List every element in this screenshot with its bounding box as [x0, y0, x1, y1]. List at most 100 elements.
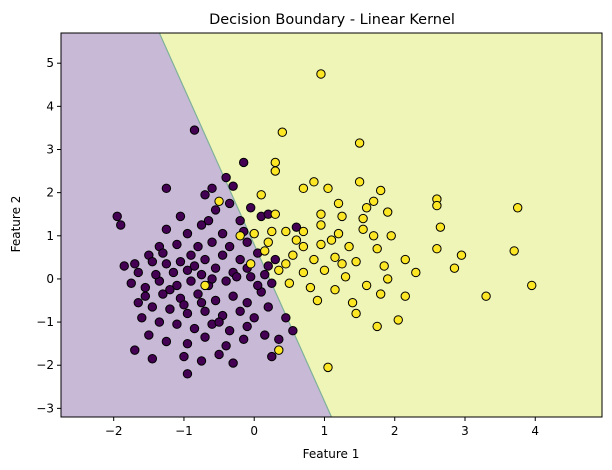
class-0-point	[221, 341, 231, 351]
class-1-point	[316, 69, 326, 79]
class-0-point	[231, 272, 242, 282]
class-0-point	[189, 261, 200, 271]
class-0-point	[207, 237, 217, 247]
class-1-point	[323, 183, 333, 194]
class-1-point	[323, 362, 333, 373]
class-0-point	[207, 183, 217, 194]
class-0-point	[182, 265, 193, 276]
class-0-point	[189, 323, 200, 334]
class-1-point	[316, 220, 326, 230]
class-0-point	[179, 351, 189, 362]
class-0-point	[158, 248, 168, 258]
class-1-point	[270, 166, 280, 176]
class-0-point	[224, 241, 235, 252]
y-axis-label: Feature 2	[9, 196, 23, 253]
class-0-point	[281, 313, 291, 323]
class-1-point	[383, 274, 393, 284]
x-tick-label: −2	[105, 424, 123, 438]
class-0-point	[140, 291, 151, 301]
class-0-point	[228, 291, 238, 301]
class-1-point	[344, 241, 354, 252]
class-0-point	[242, 321, 252, 332]
class-0-point	[172, 319, 182, 329]
class-0-point	[210, 295, 221, 306]
class-1-point	[263, 237, 273, 247]
class-0-point	[200, 306, 210, 316]
class-0-point	[147, 256, 158, 267]
class-1-point	[372, 321, 382, 332]
class-1-point	[361, 203, 372, 213]
class-0-point	[263, 302, 273, 312]
class-0-point	[253, 280, 263, 291]
class-0-point	[207, 274, 217, 284]
class-1-point	[456, 250, 467, 260]
class-0-point	[235, 215, 245, 226]
class-0-point	[161, 336, 172, 347]
class-1-point	[281, 259, 291, 269]
class-0-point	[119, 261, 129, 271]
class-1-point	[337, 211, 347, 222]
class-1-point	[361, 280, 372, 291]
class-1-point	[411, 267, 421, 278]
class-0-point	[126, 278, 136, 288]
class-1-point	[449, 263, 460, 273]
class-1-point	[309, 254, 319, 265]
class-1-point	[326, 235, 337, 245]
class-0-point	[228, 181, 238, 191]
decision-regions	[61, 32, 602, 418]
class-0-point	[270, 254, 280, 265]
class-0-point	[179, 300, 189, 310]
class-0-point	[193, 241, 203, 252]
class-1-point	[260, 246, 270, 256]
class-1-point	[270, 209, 280, 219]
class-1-point	[358, 213, 368, 224]
class-1-point	[281, 226, 291, 237]
class-1-point	[340, 272, 351, 282]
class-0-point	[249, 313, 259, 323]
class-1-point	[284, 278, 295, 288]
class-0-point	[175, 256, 186, 267]
x-axis-ticks: −2 −1 0 1 2 3 4	[105, 417, 539, 438]
class-0-point	[168, 267, 179, 278]
class-0-point	[116, 220, 126, 230]
class-1-point	[316, 239, 326, 250]
class-1-point	[298, 183, 309, 194]
class-0-point	[214, 317, 224, 327]
class-0-point	[186, 250, 196, 260]
class-1-point	[368, 196, 379, 206]
class-1-point	[393, 315, 403, 325]
class-1-point	[274, 265, 284, 276]
x-tick-label: 1	[321, 424, 329, 438]
class-1-point	[298, 226, 309, 237]
class-1-point	[256, 190, 266, 200]
class-1-point	[432, 244, 442, 254]
x-axis-label: Feature 1	[303, 447, 360, 461]
class-0-point	[144, 330, 154, 340]
class-0-point	[291, 222, 302, 232]
class-0-point	[203, 215, 214, 226]
class-0-point	[161, 183, 172, 194]
class-0-point	[147, 302, 158, 312]
class-0-point	[130, 345, 140, 355]
class-1-point	[432, 200, 442, 211]
class-0-point	[182, 308, 193, 319]
class-1-point	[305, 282, 316, 293]
class-0-point	[235, 254, 245, 265]
class-1-point	[316, 209, 326, 219]
class-1-point	[214, 196, 224, 206]
class-1-point	[330, 285, 340, 295]
class-1-point	[333, 228, 344, 239]
class-1-point	[298, 267, 309, 278]
class-1-point	[249, 228, 259, 239]
class-0-point	[221, 276, 231, 286]
class-0-point	[238, 334, 249, 345]
class-0-point	[210, 205, 221, 215]
class-0-point	[151, 269, 161, 280]
class-0-point	[133, 297, 143, 308]
y-tick-label: −3	[36, 401, 54, 415]
class-1-point	[481, 291, 491, 301]
y-tick-label: 4	[46, 99, 54, 113]
class-0-point	[182, 338, 193, 349]
x-tick-label: −1	[175, 424, 193, 438]
